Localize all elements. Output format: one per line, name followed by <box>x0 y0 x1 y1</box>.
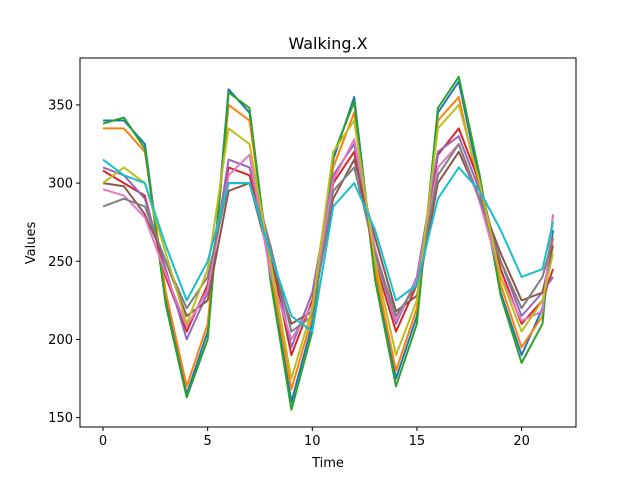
x-axis-label: Time <box>311 456 344 471</box>
x-axis-ticks: 0 5 10 15 20 <box>99 427 530 449</box>
series-line-10 <box>102 158 554 333</box>
y-tick-label: 150 <box>48 411 73 426</box>
x-tick-label: 0 <box>99 434 107 449</box>
series-line-7 <box>102 138 554 341</box>
series-line-9 <box>102 103 554 380</box>
series-line-8 <box>102 143 554 333</box>
y-axis-label: Values <box>24 222 39 265</box>
plot-frame <box>79 57 577 428</box>
x-tick-label: 20 <box>513 434 530 449</box>
y-tick-label: 200 <box>48 333 73 348</box>
y-axis-ticks: 150 200 250 300 350 <box>48 98 80 426</box>
chart-title: Walking.X <box>288 34 367 53</box>
y-tick-label: 250 <box>48 255 73 270</box>
y-tick-label: 300 <box>48 177 73 192</box>
plot-lines <box>102 75 554 411</box>
y-tick-label: 350 <box>48 98 73 113</box>
x-tick-label: 5 <box>204 434 212 449</box>
x-tick-label: 10 <box>304 434 321 449</box>
x-tick-label: 15 <box>409 434 426 449</box>
